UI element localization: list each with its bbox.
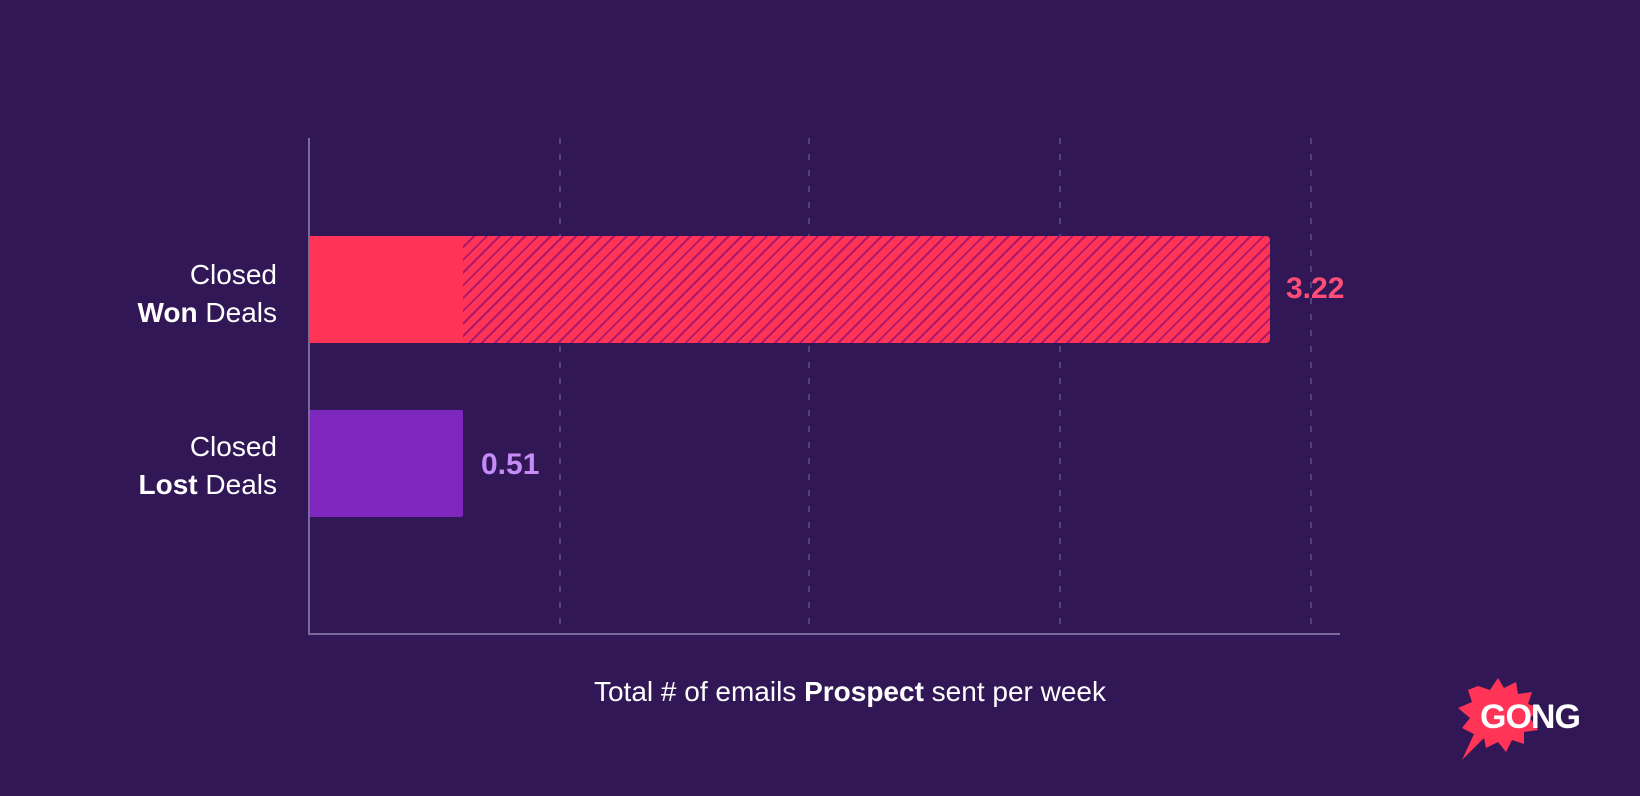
category-label-line: Closed xyxy=(189,259,277,290)
x-axis-title-bold: Prospect xyxy=(804,676,924,707)
category-label-lost: Closed Lost Deals xyxy=(139,428,277,504)
x-axis-title: Total # of emails Prospect sent per week xyxy=(0,676,1640,708)
gridline xyxy=(559,138,561,635)
value-label-won: 3.22 xyxy=(1286,272,1345,305)
category-label-line: Closed xyxy=(189,431,277,462)
x-axis-title-post: sent per week xyxy=(923,676,1107,707)
bar-hatch-difference xyxy=(463,236,1270,343)
gong-logo: GONG xyxy=(1458,678,1588,760)
value-label-lost: 0.51 xyxy=(481,448,540,481)
starburst-icon xyxy=(1458,678,1540,760)
x-axis-title-pre: Total # of emails xyxy=(593,676,805,707)
logo-text: GONG xyxy=(1480,698,1581,736)
bar-closed-lost xyxy=(310,410,463,517)
category-label-rest: Deals xyxy=(197,469,277,500)
x-axis-line xyxy=(308,633,1340,635)
category-label-won: Closed Won Deals xyxy=(137,256,277,332)
category-label-bold: Won xyxy=(137,297,198,328)
category-label-bold: Lost xyxy=(138,469,198,500)
category-label-rest: Deals xyxy=(197,297,277,328)
gridline xyxy=(1310,138,1312,635)
bar-closed-won xyxy=(310,236,1270,343)
gridline xyxy=(1059,138,1061,635)
y-axis-line xyxy=(308,138,310,635)
gridline xyxy=(808,138,810,635)
plot-area xyxy=(308,138,1340,635)
